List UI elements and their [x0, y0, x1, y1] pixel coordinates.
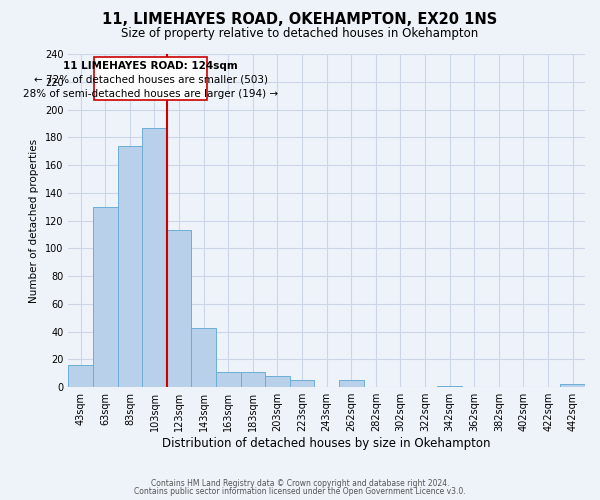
Bar — [437, 386, 462, 387]
Bar — [216, 372, 241, 387]
Bar — [191, 328, 216, 387]
Bar — [68, 365, 93, 387]
FancyBboxPatch shape — [94, 57, 208, 100]
Text: Size of property relative to detached houses in Okehampton: Size of property relative to detached ho… — [121, 28, 479, 40]
Text: Contains HM Land Registry data © Crown copyright and database right 2024.: Contains HM Land Registry data © Crown c… — [151, 478, 449, 488]
Bar — [290, 380, 314, 387]
Bar — [265, 376, 290, 387]
Y-axis label: Number of detached properties: Number of detached properties — [29, 138, 40, 302]
Text: 11, LIMEHAYES ROAD, OKEHAMPTON, EX20 1NS: 11, LIMEHAYES ROAD, OKEHAMPTON, EX20 1NS — [103, 12, 497, 28]
Bar — [241, 372, 265, 387]
Text: 11 LIMEHAYES ROAD: 124sqm: 11 LIMEHAYES ROAD: 124sqm — [64, 61, 238, 71]
Text: Contains public sector information licensed under the Open Government Licence v3: Contains public sector information licen… — [134, 487, 466, 496]
Bar — [560, 384, 585, 387]
Bar — [167, 230, 191, 387]
Bar — [118, 146, 142, 387]
Bar — [93, 206, 118, 387]
Text: 28% of semi-detached houses are larger (194) →: 28% of semi-detached houses are larger (… — [23, 88, 278, 99]
Bar — [142, 128, 167, 387]
Bar — [339, 380, 364, 387]
Text: ← 72% of detached houses are smaller (503): ← 72% of detached houses are smaller (50… — [34, 75, 268, 85]
X-axis label: Distribution of detached houses by size in Okehampton: Distribution of detached houses by size … — [163, 437, 491, 450]
